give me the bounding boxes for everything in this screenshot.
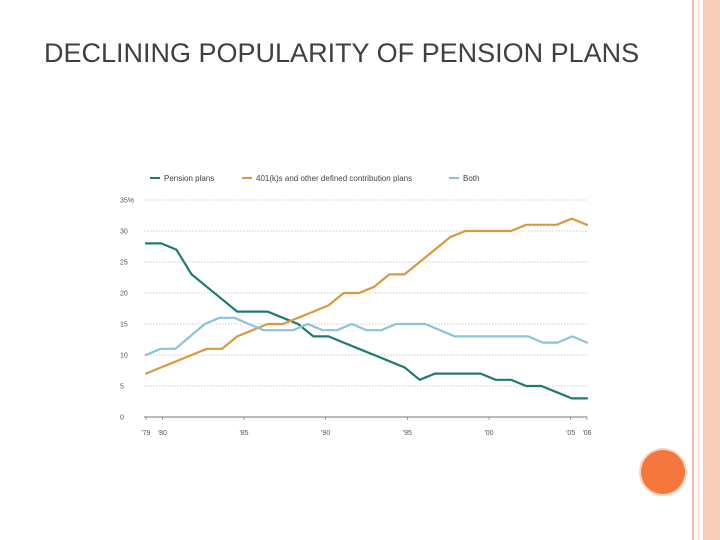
series-line-1	[144, 242, 589, 400]
series-line-3	[144, 316, 589, 357]
x-tick-label: '80	[158, 430, 167, 437]
x-tick-label: '79	[141, 430, 150, 437]
legend-label: 401(k)s and other defined contribution p…	[256, 174, 412, 183]
y-tick-label: 10	[120, 353, 128, 360]
y-tick-label: 20	[120, 291, 128, 298]
chart-series-lines	[144, 217, 589, 400]
x-tick-label: '85	[239, 430, 248, 437]
y-tick-label: 25	[120, 260, 128, 267]
pension-line-chart: Pension plans 401(k)s and other defined c…	[120, 174, 592, 437]
y-axis-labels: 0 5 10 15 20 25 30 35%	[120, 198, 134, 422]
slide-border-stripe	[703, 0, 720, 540]
slide-border-stripe	[698, 0, 699, 540]
slide-title: DECLINING POPULARITY OF PENSION PLANS	[44, 38, 640, 68]
decorative-orange-circle	[641, 450, 685, 494]
x-tick-label: '06	[582, 430, 591, 437]
legend-label: Both	[463, 174, 479, 183]
chart-legend: Pension plans 401(k)s and other defined c…	[150, 174, 479, 183]
slide-border-stripe	[692, 0, 694, 540]
x-tick-label: '05	[566, 430, 575, 437]
y-tick-label: 30	[120, 229, 128, 236]
x-tick-label: '90	[321, 430, 330, 437]
series-line-2	[144, 217, 589, 375]
x-tick-label: '00	[484, 430, 493, 437]
y-tick-label: 15	[120, 322, 128, 329]
x-tick-label: '95	[403, 430, 412, 437]
legend-label: Pension plans	[164, 174, 214, 183]
y-tick-label: 0	[120, 415, 124, 422]
y-tick-label: 5	[120, 384, 124, 391]
y-tick-label: 35%	[120, 198, 134, 205]
x-axis-labels: '79 '80 '85 '90 '95 '00 '05 '06	[141, 417, 592, 437]
